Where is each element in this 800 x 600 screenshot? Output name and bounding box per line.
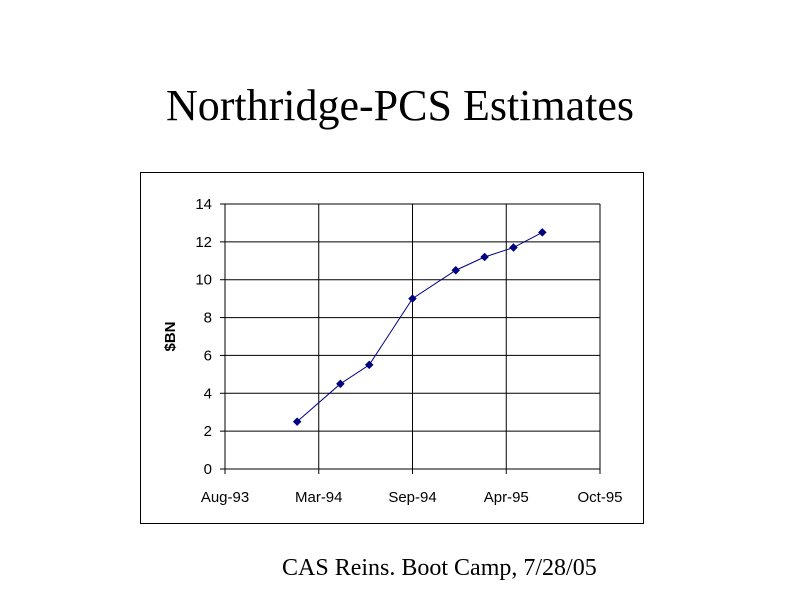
y-axis-title: $BN — [162, 321, 179, 351]
chart-grid — [224, 203, 601, 470]
data-point-marker — [364, 360, 374, 370]
footer-text: CAS Reins. Boot Camp, 7/28/05 — [282, 555, 597, 581]
series-line — [296, 231, 543, 423]
x-tick-label: Oct-95 — [577, 489, 622, 506]
y-tick-label: 6 — [204, 347, 212, 364]
chart-series — [292, 228, 547, 427]
data-point-marker — [509, 243, 518, 252]
y-tick-label: 14 — [195, 196, 212, 213]
x-tick-label: Mar-94 — [295, 489, 343, 506]
data-point-marker — [336, 379, 345, 389]
chart-frame: 0 2 4 6 8 10 12 14 Aug-93 Mar-94 Sep-94 Apr-95 Oct-9… — [140, 172, 644, 524]
y-tick-label: 12 — [195, 234, 212, 251]
y-tick-label: 10 — [195, 272, 212, 289]
line-chart: 0 2 4 6 8 10 12 14 Aug-93 Mar-94 Sep-94 Apr-95 Oct-9… — [162, 196, 623, 506]
data-point-marker — [537, 228, 547, 237]
chart-labels: 0 2 4 6 8 10 12 14 Aug-93 Mar-94 Sep-94 Apr-95 Oct-9… — [195, 196, 622, 506]
x-tick-label: Apr-95 — [484, 489, 529, 506]
data-point-marker — [292, 417, 302, 427]
data-point-marker — [408, 294, 417, 303]
y-tick-label: 4 — [204, 385, 212, 402]
x-tick-label: Sep-94 — [388, 489, 436, 506]
y-tick-label: 2 — [204, 423, 212, 440]
data-point-marker — [451, 265, 461, 275]
y-tick-label: 8 — [204, 310, 212, 327]
slide-title: Northridge-PCS Estimates — [165, 81, 635, 130]
x-tick-label: Aug-93 — [201, 489, 249, 506]
data-point-marker — [480, 252, 489, 262]
y-tick-label: 0 — [204, 461, 212, 478]
chart-axes — [220, 203, 601, 474]
